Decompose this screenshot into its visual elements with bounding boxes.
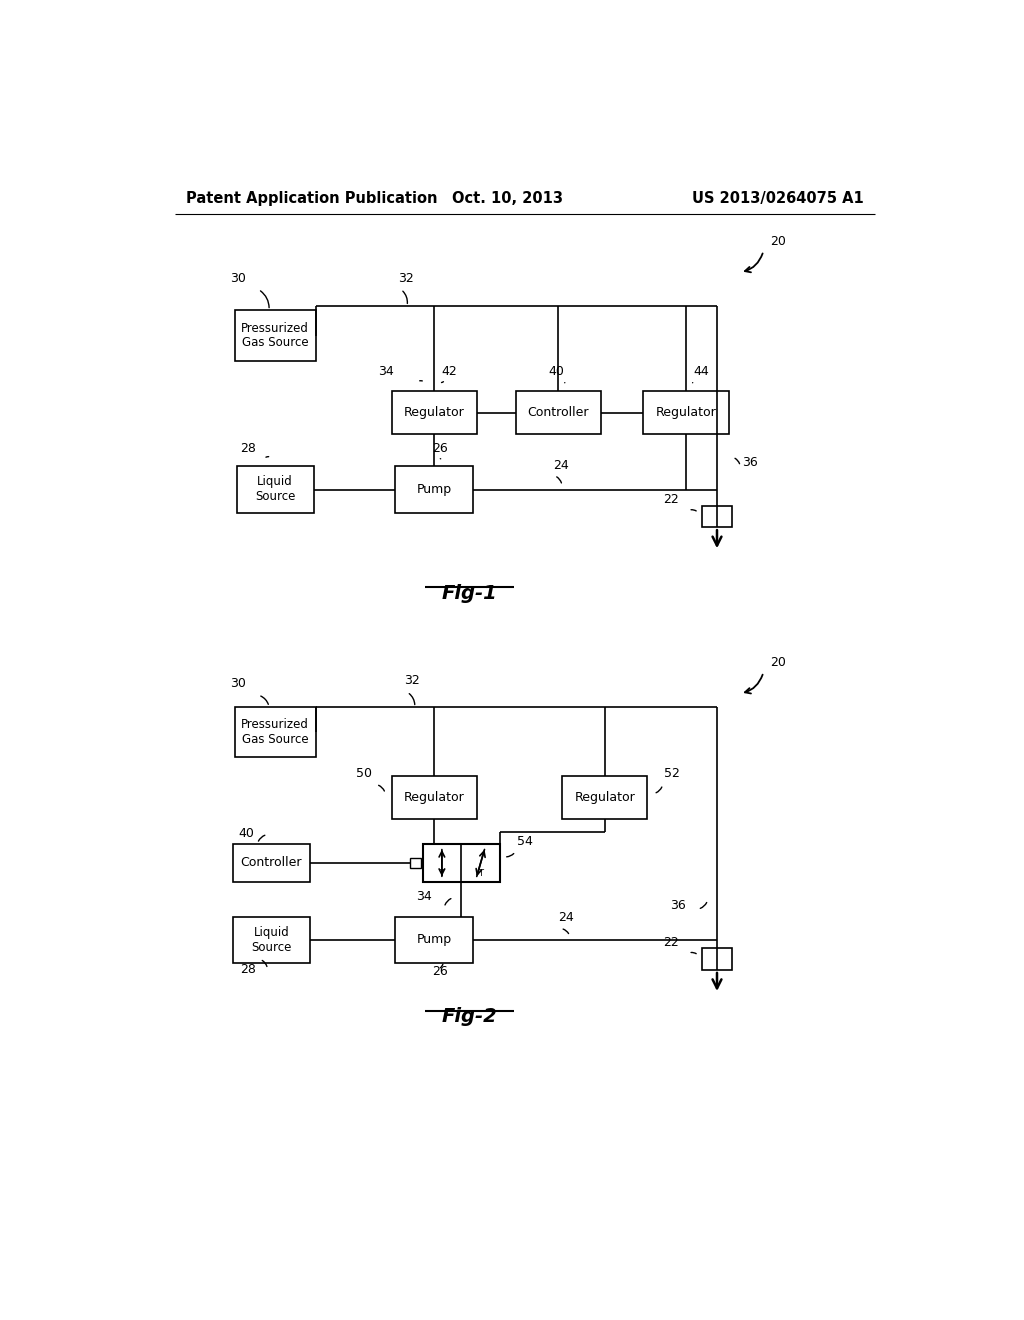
Text: 42: 42 bbox=[442, 364, 458, 378]
Text: T: T bbox=[478, 869, 483, 878]
Text: 32: 32 bbox=[397, 272, 414, 285]
FancyBboxPatch shape bbox=[232, 917, 310, 964]
Text: 34: 34 bbox=[416, 890, 432, 903]
Text: Patent Application Publication: Patent Application Publication bbox=[186, 191, 437, 206]
Text: 36: 36 bbox=[741, 455, 758, 469]
Text: 22: 22 bbox=[664, 936, 679, 949]
FancyBboxPatch shape bbox=[702, 506, 732, 527]
Text: T: T bbox=[439, 869, 444, 878]
Text: 36: 36 bbox=[671, 899, 686, 912]
FancyBboxPatch shape bbox=[643, 391, 729, 434]
Text: 22: 22 bbox=[664, 494, 679, 507]
FancyBboxPatch shape bbox=[562, 776, 647, 818]
Text: 30: 30 bbox=[230, 677, 246, 690]
FancyBboxPatch shape bbox=[232, 843, 310, 882]
Text: Liquid
Source: Liquid Source bbox=[251, 925, 292, 954]
Text: 34: 34 bbox=[378, 364, 394, 378]
Text: 32: 32 bbox=[403, 675, 420, 688]
Text: Pressurized
Gas Source: Pressurized Gas Source bbox=[242, 322, 309, 350]
Text: 52: 52 bbox=[665, 767, 680, 780]
Text: 54: 54 bbox=[517, 834, 532, 847]
Text: Fig-2: Fig-2 bbox=[441, 1007, 497, 1027]
FancyBboxPatch shape bbox=[515, 391, 601, 434]
FancyBboxPatch shape bbox=[237, 466, 314, 512]
Text: 28: 28 bbox=[240, 442, 256, 455]
FancyBboxPatch shape bbox=[391, 776, 477, 818]
Text: Oct. 10, 2013: Oct. 10, 2013 bbox=[453, 191, 563, 206]
Text: 30: 30 bbox=[230, 272, 246, 285]
Text: Regulator: Regulator bbox=[403, 407, 465, 418]
FancyBboxPatch shape bbox=[410, 858, 421, 867]
Text: Regulator: Regulator bbox=[655, 407, 717, 418]
Text: Fig-1: Fig-1 bbox=[441, 583, 497, 603]
FancyBboxPatch shape bbox=[234, 708, 316, 758]
Text: 24: 24 bbox=[553, 459, 568, 471]
Text: Regulator: Regulator bbox=[574, 791, 635, 804]
Text: Controller: Controller bbox=[527, 407, 589, 418]
Text: 50: 50 bbox=[356, 767, 372, 780]
Text: Pump: Pump bbox=[417, 483, 452, 496]
Text: Controller: Controller bbox=[241, 857, 302, 870]
FancyBboxPatch shape bbox=[702, 949, 732, 970]
Text: 20: 20 bbox=[770, 656, 785, 669]
FancyBboxPatch shape bbox=[391, 391, 477, 434]
Text: Pump: Pump bbox=[417, 933, 452, 946]
Text: US 2013/0264075 A1: US 2013/0264075 A1 bbox=[692, 191, 864, 206]
Text: 40: 40 bbox=[239, 826, 254, 840]
Text: Regulator: Regulator bbox=[403, 791, 465, 804]
Text: 44: 44 bbox=[693, 364, 710, 378]
Text: 24: 24 bbox=[558, 911, 573, 924]
Text: 26: 26 bbox=[432, 442, 449, 455]
Text: Liquid
Source: Liquid Source bbox=[255, 475, 296, 503]
FancyBboxPatch shape bbox=[395, 466, 473, 512]
Text: 28: 28 bbox=[240, 964, 256, 975]
Text: 40: 40 bbox=[549, 364, 564, 378]
Text: 20: 20 bbox=[770, 235, 785, 248]
FancyBboxPatch shape bbox=[423, 843, 500, 882]
Text: Pressurized
Gas Source: Pressurized Gas Source bbox=[242, 718, 309, 746]
FancyBboxPatch shape bbox=[395, 917, 473, 964]
Text: 26: 26 bbox=[432, 965, 449, 978]
FancyBboxPatch shape bbox=[234, 310, 316, 360]
